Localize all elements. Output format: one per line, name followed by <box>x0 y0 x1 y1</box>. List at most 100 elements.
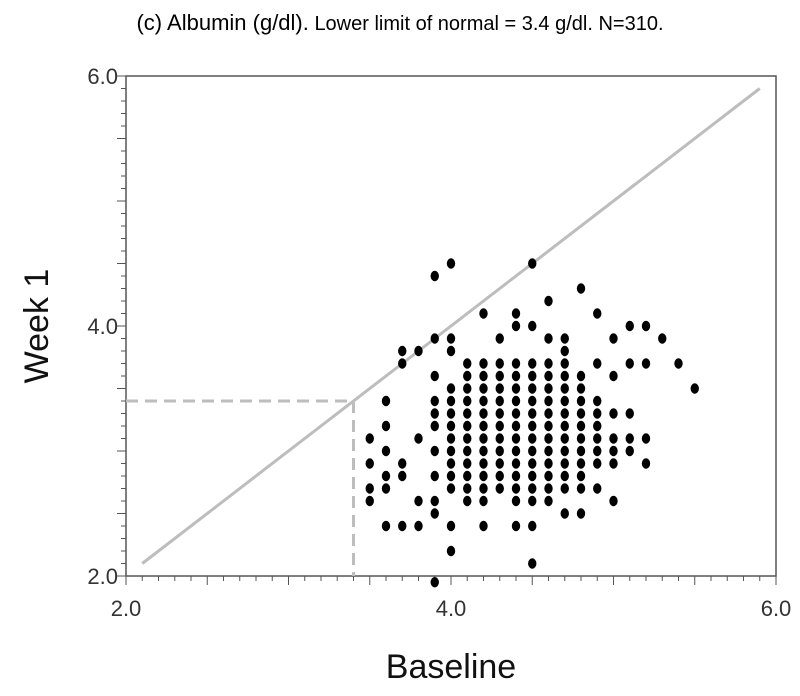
data-point <box>430 445 439 457</box>
data-point <box>625 320 634 332</box>
data-point <box>446 345 456 357</box>
data-point <box>576 383 586 394</box>
data-point <box>528 433 537 444</box>
data-point <box>544 420 553 432</box>
data-point <box>463 495 472 507</box>
data-point <box>511 495 521 507</box>
data-point <box>576 408 586 419</box>
data-point <box>511 470 521 482</box>
data-point <box>446 445 456 457</box>
data-point <box>495 333 504 344</box>
data-point <box>463 483 472 494</box>
data-point <box>576 458 586 469</box>
data-point <box>479 420 488 432</box>
data-point <box>414 345 423 357</box>
data-point <box>414 433 423 444</box>
data-point <box>593 483 602 494</box>
data-point <box>479 370 488 382</box>
data-point <box>495 420 504 432</box>
data-point <box>625 358 634 369</box>
data-point <box>560 470 569 482</box>
x-tick-label: 4.0 <box>436 596 467 621</box>
data-point <box>609 333 618 344</box>
data-point <box>381 445 391 457</box>
data-point <box>576 395 586 407</box>
data-point <box>479 308 488 319</box>
data-point <box>528 520 537 532</box>
data-point <box>381 483 391 494</box>
data-point <box>593 420 602 432</box>
data-point <box>463 383 472 394</box>
data-point <box>544 370 553 382</box>
data-point <box>544 408 553 419</box>
data-point <box>576 283 586 294</box>
data-point <box>479 495 488 507</box>
data-point <box>479 445 488 457</box>
y-tick-label: 2.0 <box>87 564 118 589</box>
data-point <box>560 420 569 432</box>
data-point <box>430 508 439 519</box>
data-point <box>511 458 521 469</box>
data-point <box>593 458 602 469</box>
data-point <box>430 270 439 282</box>
data-point <box>430 395 439 407</box>
data-point <box>446 258 456 269</box>
data-point <box>446 420 456 432</box>
data-point <box>609 458 618 469</box>
y-tick-label: 4.0 <box>87 314 118 339</box>
data-point <box>398 520 407 532</box>
x-tick-label: 6.0 <box>761 596 792 621</box>
data-point <box>560 508 569 519</box>
data-points <box>365 258 699 588</box>
data-point <box>446 408 456 419</box>
data-point <box>479 408 488 419</box>
y-axis-label: Week 1 <box>18 269 56 384</box>
data-point <box>479 520 488 532</box>
data-point <box>544 295 553 307</box>
data-point <box>430 333 439 344</box>
data-point <box>528 320 537 332</box>
data-point <box>398 458 407 469</box>
data-point <box>511 520 521 532</box>
data-point <box>625 408 634 419</box>
data-point <box>609 370 618 382</box>
data-point <box>479 483 488 494</box>
data-point <box>495 445 504 457</box>
data-point <box>463 358 472 369</box>
x-axis-label: Baseline <box>386 648 516 686</box>
data-point <box>560 433 569 444</box>
data-point <box>511 358 521 369</box>
data-point <box>528 558 537 569</box>
data-point <box>576 483 586 494</box>
data-point <box>528 258 537 269</box>
data-point <box>430 495 439 507</box>
data-point <box>593 395 602 407</box>
data-point <box>446 470 456 482</box>
data-point <box>511 395 521 407</box>
data-point <box>528 470 537 482</box>
data-point <box>674 358 683 369</box>
data-point <box>528 358 537 369</box>
data-point <box>658 333 667 344</box>
x-tick-label: 2.0 <box>111 596 142 621</box>
data-point <box>430 470 439 482</box>
data-point <box>511 408 521 419</box>
data-point <box>463 408 472 419</box>
chart-title: (c) Albumin (g/dl). Lower limit of norma… <box>0 10 800 36</box>
chart-title-sub: Lower limit of normal = 3.4 g/dl. N=310. <box>314 13 664 35</box>
chart-title-main: (c) Albumin (g/dl). <box>136 10 309 35</box>
data-point <box>479 395 488 407</box>
axes-group <box>117 75 777 585</box>
data-point <box>414 520 423 532</box>
data-point <box>560 395 569 407</box>
data-point <box>446 433 456 444</box>
data-point <box>463 458 472 469</box>
data-point <box>641 458 651 469</box>
data-point <box>446 483 456 494</box>
data-point <box>446 520 456 532</box>
data-point <box>365 495 374 507</box>
data-point <box>398 345 407 357</box>
data-point <box>381 520 391 532</box>
data-point <box>479 358 488 369</box>
